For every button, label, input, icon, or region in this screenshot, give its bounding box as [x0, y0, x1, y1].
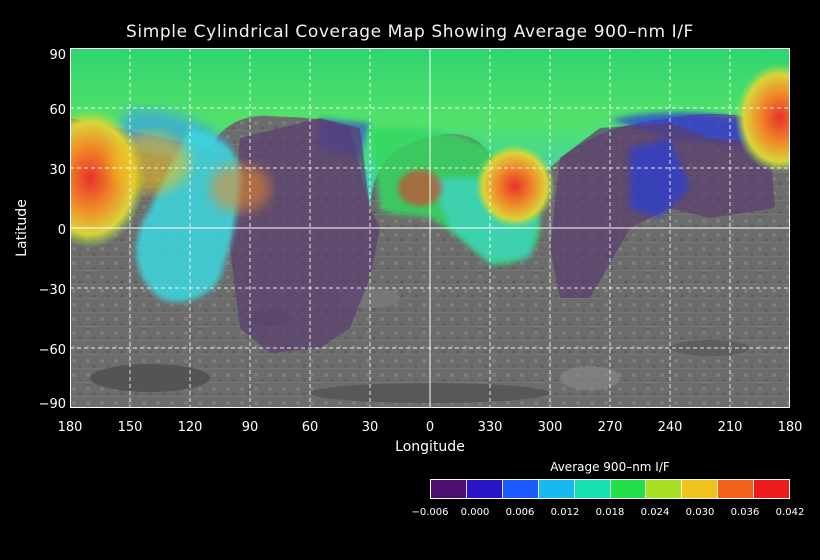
colorbar-tick-label: 0.036 — [730, 507, 760, 518]
x-tick-label: 300 — [537, 420, 563, 435]
x-tick-label: 0 — [425, 420, 435, 435]
colorbar-segment — [573, 480, 610, 498]
map-title: Simple Cylindrical Coverage Map Showing … — [126, 22, 694, 42]
colorbar-tick-label: 0.000 — [460, 507, 490, 518]
colorbar-segment — [681, 480, 718, 498]
x-tick-label: 90 — [241, 420, 259, 435]
colorbar-tick-label: 0.018 — [595, 507, 625, 518]
x-axis-title: Longitude — [395, 439, 465, 455]
colorbar-segment — [753, 480, 789, 498]
y-tick-label: 60 — [49, 103, 66, 118]
colorbar-tick-label: 0.024 — [640, 507, 670, 518]
colorbar-segment — [431, 480, 466, 498]
colorbar-segment — [717, 480, 754, 498]
x-tick-label: 210 — [717, 420, 743, 435]
x-tick-label: 180 — [57, 420, 83, 435]
y-tick-label: −30 — [38, 283, 66, 298]
colorbar-tick-label: 0.030 — [685, 507, 715, 518]
y-tick-label: 0 — [57, 223, 66, 238]
colorbar-segment — [501, 480, 538, 498]
colorbar-tick-label: 0.006 — [505, 507, 535, 518]
low-value-zone-west — [230, 118, 380, 353]
x-tick-label: 270 — [597, 420, 623, 435]
coverage-map — [70, 48, 790, 408]
colorbar-segment — [537, 480, 574, 498]
y-tick-label: −90 — [38, 397, 66, 412]
x-tick-label: 120 — [177, 420, 203, 435]
colorbar-segment — [609, 480, 646, 498]
x-tick-label: 150 — [117, 420, 143, 435]
hotspot-northeast — [735, 63, 789, 173]
x-tick-label: 240 — [657, 420, 683, 435]
y-tick-label: −60 — [38, 343, 66, 358]
colorbar — [430, 479, 790, 499]
y-axis-title: Latitude — [14, 199, 30, 257]
x-tick-label: 180 — [777, 420, 803, 435]
colorbar-tick-label: −0.006 — [411, 507, 449, 518]
colorbar-title: Average 900–nm I/F — [550, 460, 670, 474]
y-tick-label: 90 — [49, 48, 66, 63]
x-tick-label: 60 — [301, 420, 319, 435]
colorbar-segment — [465, 480, 502, 498]
y-tick-label: 30 — [49, 163, 66, 178]
coverage-lobe-west — [136, 128, 241, 302]
coverage-map-canvas — [71, 49, 789, 407]
x-tick-label: 330 — [477, 420, 503, 435]
colorbar-tick-label: 0.012 — [550, 507, 580, 518]
colorbar-segment — [645, 480, 682, 498]
x-tick-label: 30 — [361, 420, 379, 435]
hotspot-center — [475, 144, 555, 228]
colorbar-tick-label: 0.042 — [775, 507, 805, 518]
